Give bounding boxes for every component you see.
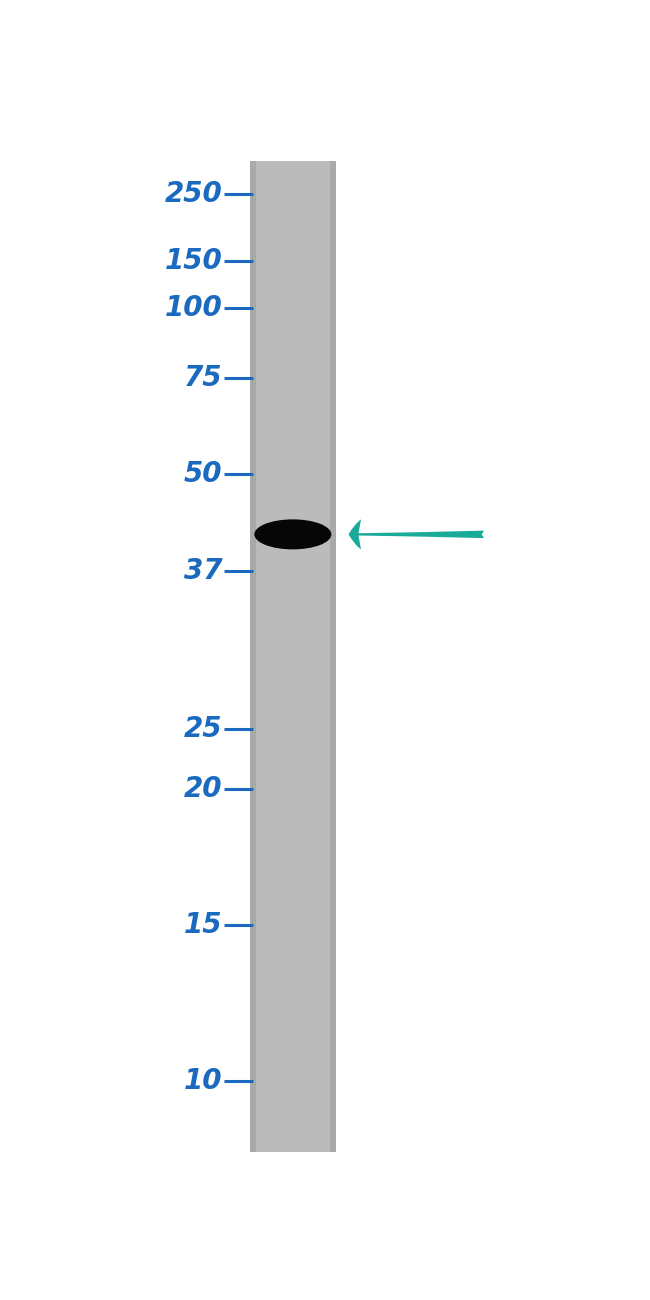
Ellipse shape	[254, 520, 332, 550]
Text: 250: 250	[164, 179, 222, 208]
Bar	[250, 161, 256, 1152]
Text: 50: 50	[184, 460, 222, 489]
Text: 37: 37	[184, 558, 222, 585]
Bar	[250, 161, 335, 1152]
Text: 25: 25	[184, 715, 222, 742]
Text: 150: 150	[164, 247, 222, 276]
Text: 10: 10	[184, 1067, 222, 1095]
Text: 100: 100	[164, 294, 222, 322]
Bar	[330, 161, 335, 1152]
Text: 15: 15	[184, 911, 222, 939]
Text: 20: 20	[184, 775, 222, 802]
Text: 75: 75	[184, 364, 222, 393]
